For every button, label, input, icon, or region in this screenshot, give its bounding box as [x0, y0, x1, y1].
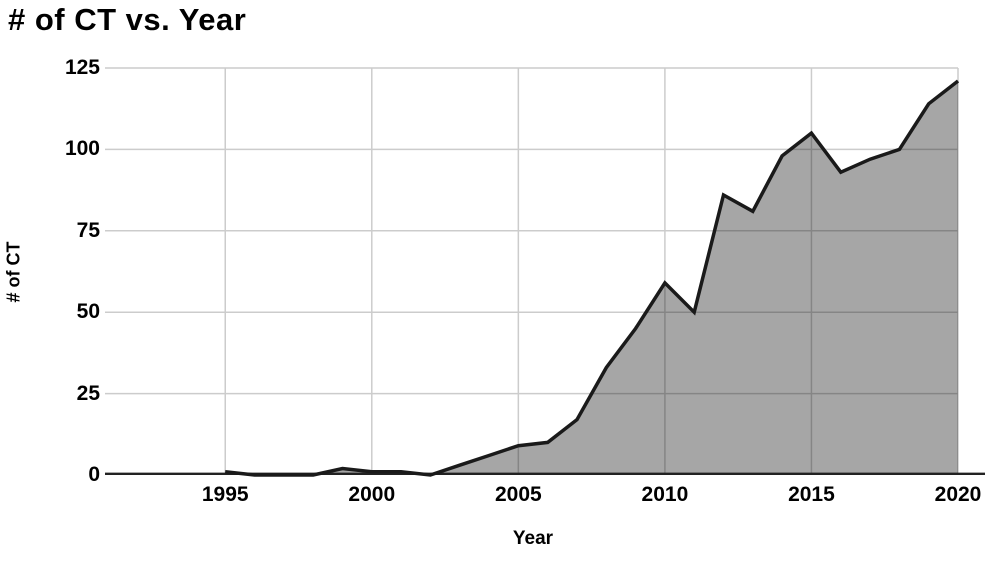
- x-tick-label: 2020: [934, 483, 982, 506]
- x-tick-label: 2005: [494, 483, 542, 506]
- y-tick-label: 100: [64, 137, 100, 161]
- x-tick-label: 2015: [788, 483, 835, 506]
- x-tick-label: 2000: [348, 483, 396, 506]
- area-fill: [225, 81, 958, 475]
- area-chart-svg: [105, 67, 985, 477]
- y-tick-label: 75: [76, 218, 100, 242]
- x-axis-title: Year: [512, 528, 554, 549]
- y-tick-label: 0: [88, 463, 100, 486]
- x-tick-label: 1995: [201, 483, 249, 506]
- chart-title: # of CT vs. Year: [8, 2, 247, 37]
- plot-area: [105, 67, 985, 477]
- data-line: [225, 79, 960, 477]
- y-axis-title: # of CT: [3, 241, 24, 303]
- y-tick-label: 25: [76, 381, 100, 405]
- y-tick-label: 125: [64, 56, 100, 79]
- x-tick-label: 2010: [641, 483, 689, 506]
- y-tick-label: 50: [76, 300, 100, 324]
